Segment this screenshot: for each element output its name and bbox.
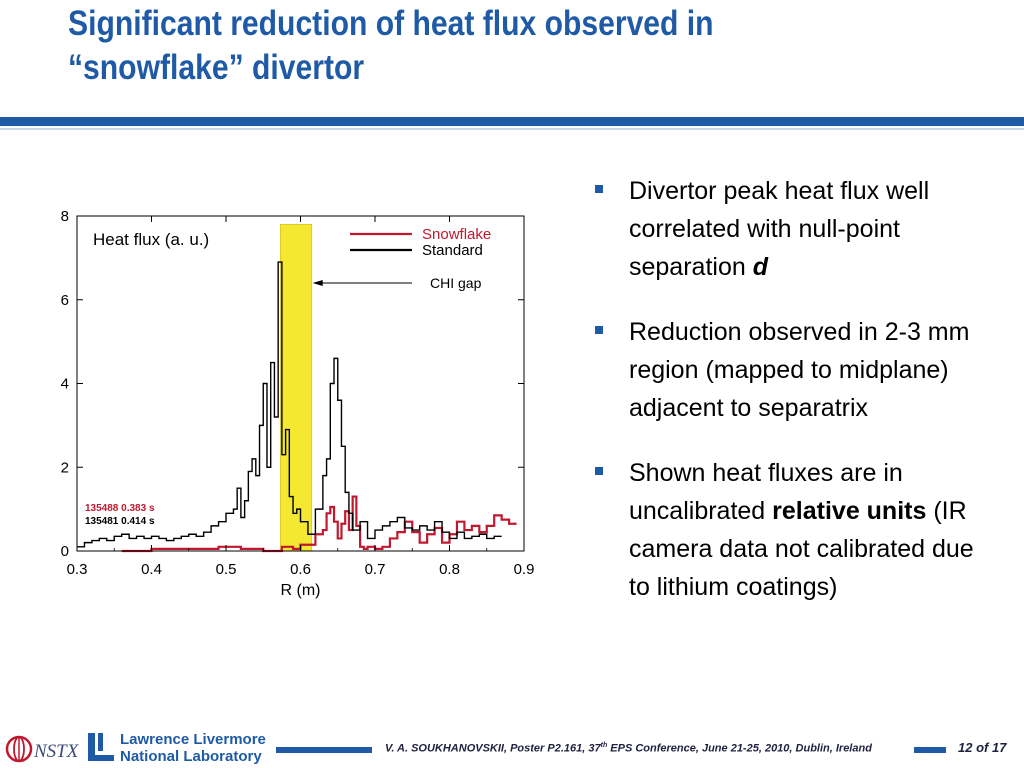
chi-gap-band (279, 223, 313, 552)
y-tick-label: 0 (61, 543, 69, 560)
bullet-text: Divertor peak heat flux well correlated … (629, 177, 930, 281)
slide-title: Significant reduction of heat flux obser… (68, 2, 842, 90)
svg-text:NSTX: NSTX (33, 741, 80, 762)
bullet-list: Divertor peak heat flux well correlated … (594, 172, 994, 633)
series-line-standard (77, 261, 502, 548)
llnl-line2: National Laboratory (120, 748, 262, 765)
nstx-logo: NSTX (5, 735, 80, 763)
y-tick-label: 8 (61, 208, 69, 225)
bullet-text: (IR camera data not calibrated due to li… (629, 497, 974, 601)
bullet-text: Reduction observed in 2-3 mm region (map… (629, 318, 970, 422)
x-tick-label: 0.4 (141, 561, 162, 578)
x-tick-label: 0.7 (365, 561, 386, 578)
bullet-text: d (752, 253, 768, 281)
series-line-snowflake (121, 495, 517, 553)
bullet-text: relative units (772, 497, 927, 525)
legend-label-snowflake: Snowflake (422, 226, 491, 243)
title-divider-shadow (0, 128, 1024, 130)
x-tick-label: 0.9 (514, 561, 535, 578)
page-of: of (976, 740, 989, 755)
page-number: 12 of 17 (958, 740, 1006, 755)
slide-title-line1: Significant reduction of heat flux obser… (68, 4, 714, 43)
citation-text: V. A. SOUKHANOVSKII, Poster P2.161, 37 (385, 742, 601, 755)
y-tick-label: 4 (61, 376, 69, 393)
y-tick-label: 6 (61, 292, 69, 309)
llnl-line1: Lawrence Livermore (120, 731, 266, 748)
page-total: 17 (992, 740, 1007, 755)
x-tick-label: 0.6 (290, 561, 311, 578)
slide-title-line2: “snowflake” divertor (68, 48, 365, 87)
x-tick-label: 0.3 (67, 561, 88, 578)
y-axis-label: Heat flux (a. u.) (93, 230, 209, 249)
llnl-wordmark: Lawrence Livermore National Laboratory (120, 731, 266, 765)
footer-bar-left (276, 747, 372, 753)
shot-label: 135488 0.383 s (85, 503, 155, 514)
shot-label: 135481 0.414 s (85, 516, 155, 527)
page-current: 12 (958, 740, 973, 755)
x-axis-label: R (m) (281, 582, 321, 599)
citation-superscript: th (600, 742, 608, 749)
legend-label-standard: Standard (422, 242, 483, 259)
citation-text-rest: EPS Conference, June 21-25, 2010, Dublin… (607, 742, 872, 755)
chi-gap-label: CHI gap (430, 275, 482, 291)
footer-bar-right (914, 747, 946, 753)
llnl-logo-icon (88, 733, 114, 761)
title-divider (0, 117, 1024, 126)
footer: NSTX Lawrence Livermore National Laborat… (0, 728, 1024, 768)
heat-flux-chart: 0.3 0.4 0.5 0.6 0.7 0.8 0.9 0 2 4 6 8 R (m) Heat flux… (61, 208, 535, 599)
x-tick-label: 0.8 (439, 561, 460, 578)
chi-gap-arrowhead (312, 280, 323, 286)
bullet-item: Reduction observed in 2-3 mm region (map… (594, 313, 994, 427)
bullet-item: Divertor peak heat flux well correlated … (594, 172, 994, 286)
footer-citation: V. A. SOUKHANOVSKII, Poster P2.161, 37th… (385, 742, 872, 755)
bullet-item: Shown heat fluxes are in uncalibrated re… (594, 454, 994, 606)
y-tick-label: 2 (61, 459, 69, 476)
bullet-text: Shown heat fluxes are in uncalibrated (629, 459, 903, 525)
x-tick-label: 0.5 (216, 561, 237, 578)
